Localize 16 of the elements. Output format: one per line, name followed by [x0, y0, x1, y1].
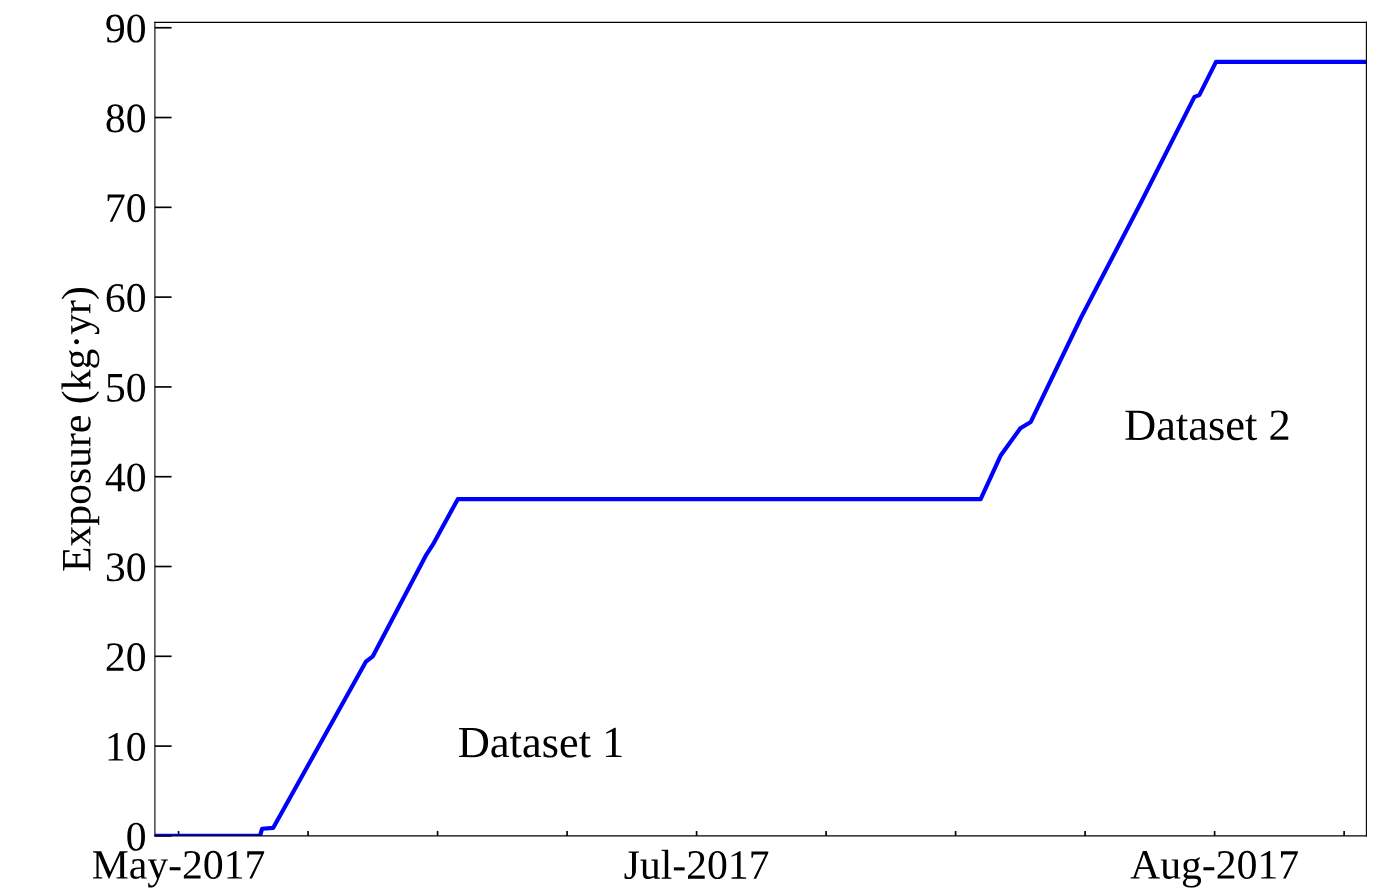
y-tick-label: 30 — [106, 553, 145, 582]
y-tick-label: 10 — [108, 732, 145, 761]
x-tick-label: May-2017 — [92, 850, 265, 888]
y-tick-label: 80 — [106, 104, 145, 133]
annotation: Dataset 1 — [459, 727, 622, 758]
y-tick-label: 50 — [107, 373, 145, 402]
y-tick-label: 40 — [105, 463, 145, 492]
y-axis-title: Exposure (kg·yr) — [61, 288, 100, 571]
x-tick-label: Jul-2017 — [624, 849, 769, 880]
y-tick-label: 90 — [106, 14, 145, 43]
annotation: Dataset 2 — [1125, 410, 1289, 441]
x-tick-label: Aug-2017 — [1130, 850, 1298, 888]
y-tick-label: 70 — [107, 194, 145, 223]
y-tick-label: 0 — [127, 822, 145, 851]
y-tick-label: 60 — [106, 283, 145, 312]
y-tick-label: 20 — [106, 643, 145, 672]
